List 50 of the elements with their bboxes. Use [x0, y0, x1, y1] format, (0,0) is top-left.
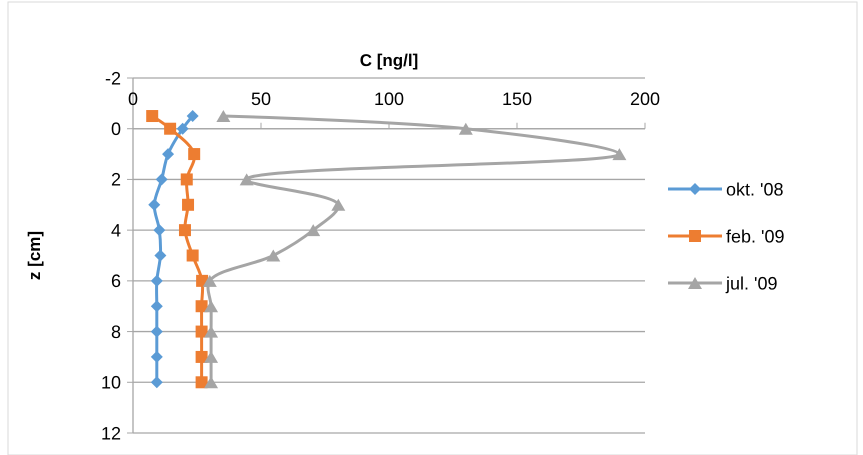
point: [202, 274, 217, 287]
point: [186, 250, 199, 262]
point: [162, 148, 174, 160]
point: [188, 148, 200, 160]
point: [612, 148, 626, 160]
point: [146, 110, 158, 122]
point: [266, 250, 280, 262]
y-tick-label: 2: [110, 170, 121, 190]
y-tick-label: 12: [100, 423, 121, 444]
point: [156, 173, 168, 186]
point: [153, 224, 166, 236]
y-tick-label: 6: [110, 271, 121, 292]
point: [178, 224, 191, 236]
x-tick-label: 50: [250, 89, 272, 109]
point: [150, 326, 163, 338]
point: [154, 250, 166, 262]
y-tick-label: 10: [100, 372, 121, 393]
point: [180, 173, 193, 186]
y-axis-title: z [cm]: [25, 230, 44, 280]
point: [196, 350, 208, 363]
x-tick-label: 200: [630, 89, 660, 109]
point: [331, 198, 346, 211]
y-tick-label: 4: [110, 220, 121, 240]
point: [164, 122, 176, 135]
x-tick-label: 100: [374, 89, 404, 109]
point: [150, 350, 163, 363]
point: [196, 326, 208, 338]
point: [150, 300, 163, 312]
point: [240, 173, 254, 186]
point: [182, 198, 194, 211]
point: [216, 110, 230, 122]
legend-label: feb. '09: [726, 226, 784, 246]
point: [148, 198, 160, 211]
point: [306, 224, 320, 236]
point: [204, 300, 218, 312]
y-tick-label: 8: [110, 322, 121, 342]
x-axis-title: C [ng/l]: [360, 51, 418, 70]
x-tick-label: 0: [128, 89, 138, 109]
legend-label: jul. '09: [725, 273, 778, 294]
point: [186, 110, 199, 122]
point: [196, 300, 208, 312]
point: [196, 376, 208, 388]
legend-label: okt. '08: [726, 179, 784, 200]
y-tick-label: -2: [104, 68, 121, 88]
point: [150, 376, 163, 388]
point: [458, 122, 473, 135]
point: [176, 122, 189, 135]
x-tick-label: 150: [502, 89, 532, 109]
point: [150, 274, 163, 287]
y-tick-label: 0: [110, 119, 121, 140]
